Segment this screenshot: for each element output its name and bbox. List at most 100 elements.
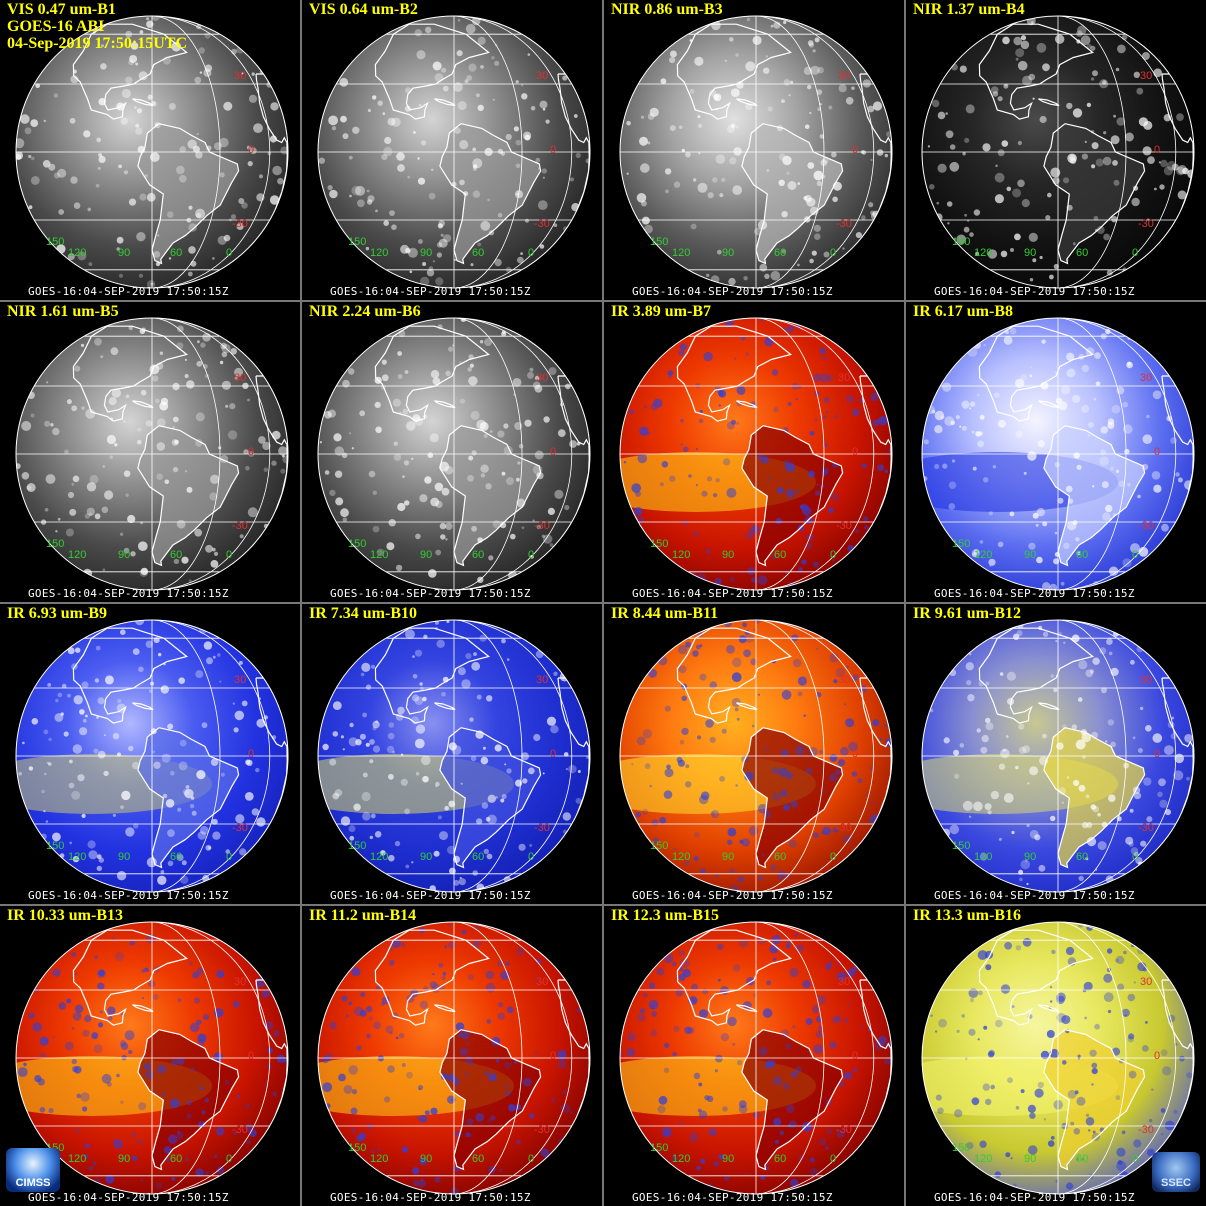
coastline: [978, 23, 1095, 120]
latitude-label: -30: [534, 218, 550, 230]
limb-outline: [921, 317, 1195, 591]
latitude-label: 30: [536, 372, 549, 384]
longitude-label: 120: [672, 1153, 691, 1165]
longitude-label: 90: [1024, 549, 1037, 561]
earth-disk-image: [317, 15, 591, 289]
longitude-label: 60: [1076, 247, 1089, 259]
earth-disk-image: [921, 317, 1195, 591]
longitude-label: 120: [68, 851, 87, 863]
band-title: NIR 1.37 um-B4: [913, 1, 1025, 18]
timestamp: GOES-16:04-SEP-2019 17:50:15Z: [934, 1191, 1135, 1204]
coastline: [978, 325, 1095, 422]
latitude-label: -30: [534, 520, 550, 532]
coastline: [676, 325, 793, 422]
coastline: [137, 123, 240, 265]
coastline: [439, 727, 542, 869]
meridian-line: [755, 620, 825, 892]
limb-outline: [317, 317, 591, 591]
timestamp: GOES-16:04-SEP-2019 17:50:15Z: [330, 1191, 531, 1204]
longitude-label: 120: [68, 549, 87, 561]
longitude-label: 90: [722, 851, 735, 863]
meridian-line: [151, 922, 221, 1194]
limb-outline: [317, 15, 591, 289]
longitude-label: 150: [348, 236, 367, 248]
limb-outline: [921, 921, 1195, 1195]
coastline: [434, 1004, 456, 1013]
band-title: IR 11.2 um-B14: [309, 907, 417, 924]
earth-disk-image: [15, 15, 289, 289]
band-title: NIR 0.86 um-B3: [611, 1, 723, 18]
meridian-line: [755, 16, 825, 288]
meridian-line: [453, 620, 523, 892]
longitude-label: 0: [528, 549, 535, 561]
longitude-label: 150: [46, 538, 65, 550]
longitude-label: 0: [528, 1153, 535, 1165]
longitude-label: 60: [472, 549, 485, 561]
earth-disk-image: [921, 15, 1195, 289]
coastline: [741, 425, 844, 567]
timestamp: GOES-16:04-SEP-2019 17:50:15Z: [632, 285, 833, 298]
longitude-label: 0: [1132, 1153, 1139, 1165]
coastline: [132, 98, 154, 107]
coastline: [1038, 400, 1060, 409]
south-america-land: [439, 1029, 541, 1170]
longitude-label: 90: [118, 1153, 131, 1165]
band-title: IR 3.89 um-B7: [611, 303, 712, 320]
latitude-label: -30: [836, 520, 852, 532]
band-panel: IR 9.61 um-B12 30 0 -30 150 120 90 60 0 GOES-16:0…: [906, 604, 1206, 904]
meridian-line: [1057, 16, 1127, 288]
limb-outline: [15, 921, 289, 1195]
coastline: [736, 400, 758, 409]
meridian-line: [453, 16, 523, 288]
timestamp: GOES-16:04-SEP-2019 17:50:15Z: [934, 285, 1135, 298]
coastline: [374, 929, 491, 1026]
latitude-label: 0: [248, 748, 255, 760]
coastline: [137, 727, 240, 869]
limb-outline: [921, 619, 1195, 893]
cimss-logo-text: CIMSS: [15, 1177, 51, 1189]
latitude-label: 30: [234, 976, 247, 988]
coastline: [434, 98, 456, 107]
longitude-label: 90: [118, 549, 131, 561]
limb-outline: [921, 15, 1195, 289]
longitude-label: 0: [528, 247, 535, 259]
longitude-label: 120: [68, 247, 87, 259]
latitude-label: 30: [1140, 976, 1153, 988]
latitude-label: 30: [838, 372, 851, 384]
longitude-label: 60: [170, 549, 183, 561]
longitude-label: 120: [370, 549, 389, 561]
longitude-label: 90: [420, 1153, 433, 1165]
band-title: IR 6.93 um-B9: [7, 605, 108, 622]
longitude-label: 60: [774, 247, 787, 259]
south-america-land: [1043, 1029, 1145, 1170]
meridian-line: [453, 318, 573, 590]
latitude-label: -30: [232, 1124, 248, 1136]
latitude-label: 30: [1140, 70, 1153, 82]
longitude-label: 120: [370, 851, 389, 863]
meridian-line: [755, 922, 825, 1194]
latitude-label: 0: [1154, 1050, 1161, 1062]
ssec-logo: SSEC: [1152, 1152, 1200, 1192]
earth-disk-image: [619, 317, 893, 591]
band-panel: IR 3.89 um-B7 30 0 -30 150 120 90 60 0 GOES-16:04…: [604, 302, 904, 602]
coastline: [72, 929, 189, 1026]
longitude-label: 0: [830, 1153, 837, 1165]
longitude-label: 120: [974, 549, 993, 561]
timestamp: GOES-16:04-SEP-2019 17:50:15Z: [28, 1191, 229, 1204]
meridian-line: [151, 922, 271, 1194]
longitude-label: 0: [226, 247, 233, 259]
limb-outline: [619, 619, 893, 893]
band-title: IR 12.3 um-B15: [611, 907, 720, 924]
meridian-line: [755, 318, 875, 590]
band-title: NIR 2.24 um-B6: [309, 303, 421, 320]
latitude-label: 30: [536, 70, 549, 82]
meridian-line: [151, 16, 221, 288]
limb-outline: [619, 15, 893, 289]
latitude-label: -30: [232, 520, 248, 532]
latitude-label: 0: [550, 446, 557, 458]
earth-disk-image: [15, 317, 289, 591]
coastline: [1038, 98, 1060, 107]
coastline: [978, 929, 1095, 1026]
longitude-label: 90: [1024, 851, 1037, 863]
earth-disk-image: [15, 619, 289, 893]
